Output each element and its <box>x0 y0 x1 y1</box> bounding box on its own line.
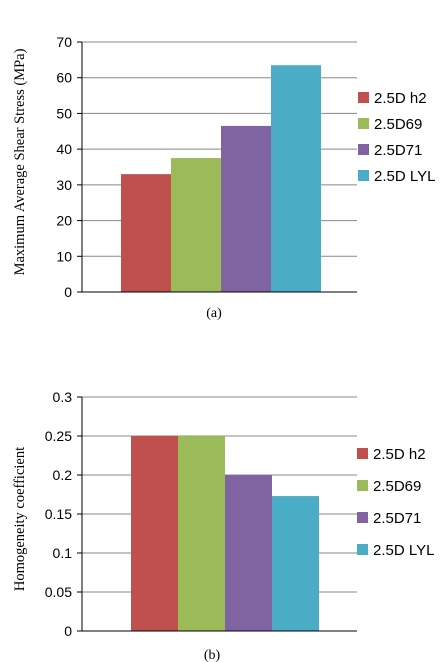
chart-b-y-ticks: 0 0.05 0.1 0.15 0.2 0.25 0.3 <box>45 389 82 639</box>
chart-b-caption: (b) <box>204 648 221 662</box>
chart-a-legend-swatch-3 <box>358 144 369 155</box>
chart-b-legend-label-4: 2.5D LYL <box>373 542 434 559</box>
chart-b-legend-label-2: 2.5D69 <box>373 478 421 495</box>
chart-a-legend-label-4: 2.5D LYL <box>374 168 435 185</box>
chart-a-bar-2 <box>171 158 221 292</box>
chart-a-y-ticks: 0 10 20 30 40 50 60 70 <box>56 34 82 300</box>
chart-b-legend-swatch-2 <box>357 480 368 491</box>
chart-b-ylabel: Homogeneity coefficient <box>12 447 28 591</box>
chart-b-legend-label-1: 2.5D h2 <box>373 446 426 463</box>
chart-b-legend: 2.5D h2 2.5D69 2.5D71 2.5D LYL <box>357 446 434 559</box>
chart-a-ylabel: Maximum Average Shear Stress (MPa) <box>12 48 28 275</box>
chart-a-bars <box>121 65 321 292</box>
chart-a-y-tick-label: 30 <box>56 177 72 193</box>
chart-b-y-tick-label: 0.2 <box>53 467 73 483</box>
chart-b-y-tick-label: 0.15 <box>45 506 72 522</box>
chart-b-legend-label-3: 2.5D71 <box>373 510 421 527</box>
chart-b-legend-swatch-1 <box>357 448 368 459</box>
chart-b-y-tick-label: 0.25 <box>45 428 72 444</box>
chart-b-legend-swatch-3 <box>357 512 368 523</box>
chart-a-bar-3 <box>221 125 271 292</box>
chart-b-y-tick-label: 0.3 <box>53 389 73 405</box>
chart-a-legend-label-2: 2.5D69 <box>374 116 422 133</box>
chart-b-bar-1 <box>131 436 178 631</box>
chart-a-y-tick-label: 20 <box>56 213 72 229</box>
chart-a-legend-swatch-1 <box>358 92 369 103</box>
chart-b-y-tick-label: 0 <box>64 623 72 639</box>
chart-a-bar-1 <box>121 174 171 292</box>
chart-b-y-tick-label: 0.1 <box>53 545 73 561</box>
chart-b-bar-4 <box>272 496 319 631</box>
chart-b-bar-2 <box>178 436 225 631</box>
chart-a-caption: (a) <box>206 306 222 321</box>
chart-a-y-tick-label: 10 <box>56 248 72 264</box>
chart-b-bar-3 <box>225 475 272 631</box>
chart-a-legend: 2.5D h2 2.5D69 2.5D71 2.5D LYL <box>358 90 435 185</box>
chart-a-bar-4 <box>271 65 321 292</box>
chart-b-bars <box>131 436 319 631</box>
chart-b-legend-swatch-4 <box>357 544 368 555</box>
chart-b-y-tick-label: 0.05 <box>45 584 72 600</box>
chart-a-legend-swatch-2 <box>358 118 369 129</box>
chart-a-y-tick-label: 60 <box>56 70 72 86</box>
chart-a-legend-swatch-4 <box>358 170 369 181</box>
chart-a-y-tick-label: 70 <box>56 34 72 50</box>
chart-a-legend-label-3: 2.5D71 <box>374 142 422 159</box>
chart-a-y-tick-label: 0 <box>64 284 72 300</box>
chart-a-y-tick-label: 50 <box>56 105 72 121</box>
chart-a-legend-label-1: 2.5D h2 <box>374 90 427 107</box>
chart-a: Maximum Average Shear Stress (MPa) 0 10 20… <box>12 34 435 321</box>
chart-b: Homogeneity coefficient 00.050.10.150.20… <box>12 389 434 662</box>
chart-a-y-tick-label: 40 <box>56 141 72 157</box>
